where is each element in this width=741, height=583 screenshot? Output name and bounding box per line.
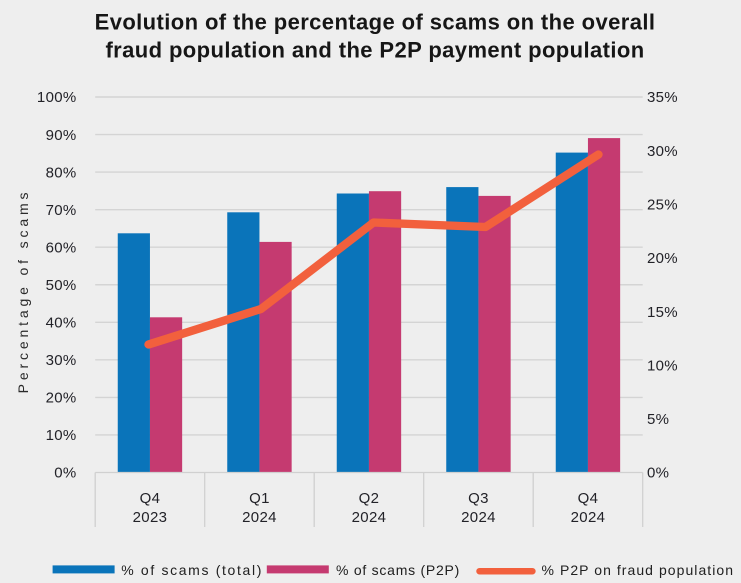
svg-text:Q4: Q4 [140, 490, 161, 507]
svg-text:0%: 0% [54, 465, 76, 482]
svg-text:60%: 60% [46, 239, 77, 256]
svg-text:10%: 10% [46, 427, 77, 444]
svg-text:30%: 30% [46, 352, 77, 369]
svg-text:Evolution of the percentage of: Evolution of the percentage of scams on … [95, 9, 656, 34]
svg-text:Q3: Q3 [468, 490, 489, 507]
svg-text:2024: 2024 [461, 509, 496, 526]
svg-text:30%: 30% [647, 143, 678, 160]
svg-text:Q4: Q4 [578, 490, 599, 507]
svg-text:50%: 50% [46, 277, 77, 294]
svg-text:Q2: Q2 [359, 490, 380, 507]
svg-text:80%: 80% [46, 164, 77, 181]
svg-text:% of scams (total): % of scams (total) [121, 562, 263, 578]
svg-text:90%: 90% [46, 127, 77, 144]
svg-text:2024: 2024 [571, 509, 606, 526]
svg-text:0%: 0% [647, 465, 669, 482]
svg-text:10%: 10% [647, 357, 678, 374]
svg-text:2024: 2024 [352, 509, 387, 526]
svg-text:Q1: Q1 [249, 490, 270, 507]
svg-text:20%: 20% [46, 390, 77, 407]
svg-text:2023: 2023 [133, 509, 168, 526]
svg-text:% of scams (P2P): % of scams (P2P) [336, 562, 460, 578]
svg-text:% P2P on fraud population: % P2P on fraud population [542, 562, 735, 578]
svg-text:35%: 35% [647, 89, 678, 106]
svg-text:40%: 40% [46, 315, 77, 332]
svg-text:5%: 5% [647, 411, 669, 428]
svg-text:20%: 20% [647, 250, 678, 267]
svg-text:Percentage of scams: Percentage of scams [15, 189, 31, 394]
svg-text:15%: 15% [647, 304, 678, 321]
svg-text:25%: 25% [647, 197, 678, 214]
svg-text:fraud population and the P2P p: fraud population and the P2P payment pop… [105, 37, 644, 62]
svg-text:2024: 2024 [242, 509, 277, 526]
svg-text:100%: 100% [37, 89, 77, 106]
svg-text:70%: 70% [46, 202, 77, 219]
